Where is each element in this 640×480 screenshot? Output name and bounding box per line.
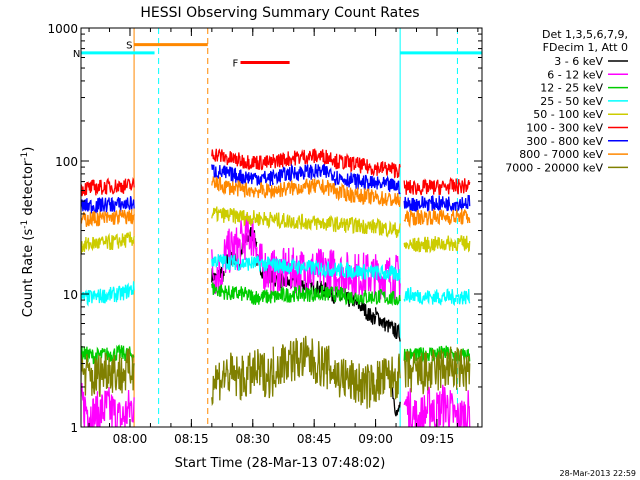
series-3-segment-0: [81, 281, 135, 307]
y-tick-label-2: 100: [55, 155, 78, 169]
annotation-label-F: F: [232, 59, 238, 70]
series-4-segment-0: [81, 231, 135, 254]
annotation-label-S: S: [126, 41, 132, 52]
chart-title: HESSI Observing Summary Count Rates: [140, 5, 419, 21]
x-tick-label-5: 09:15: [420, 432, 455, 446]
series-8-segment-4: [403, 346, 471, 395]
legend-header-1: FDecim 1, Att 0: [543, 41, 628, 54]
y-axis-label: Count Rate (s-1 detector-1): [20, 147, 36, 318]
legend-label-4: 50 - 100 keV: [533, 108, 603, 121]
series-6-segment-2: [272, 163, 336, 185]
timestamp: 28-Mar-2013 22:59: [560, 469, 637, 478]
series-5-segment-0: [81, 177, 135, 197]
series-6-segment-4: [403, 194, 471, 213]
series-7-segment-2: [272, 178, 336, 198]
plot-area: S N F: [73, 28, 482, 427]
series-0-segment-7: [354, 298, 377, 325]
series-6-segment-1: [211, 164, 274, 186]
x-tick-label-1: 08:15: [174, 432, 209, 446]
series-0-segment-9: [391, 387, 401, 417]
series-3-segment-1: [211, 254, 274, 272]
series-5-segment-1: [211, 148, 274, 171]
annotation-label-N: N: [73, 49, 80, 60]
series-7-segment-0: [81, 209, 135, 227]
legend-label-8: 7000 - 20000 keV: [505, 161, 603, 174]
series-2-segment-1: [211, 282, 254, 304]
series-5-segment-2: [272, 148, 336, 169]
series-6-segment-0: [81, 196, 135, 214]
y-tick-label-0: 1: [70, 421, 78, 435]
legend-label-3: 25 - 50 keV: [540, 95, 603, 108]
series-8-segment-3: [333, 353, 401, 409]
plot-frame: [80, 27, 483, 428]
series-4-segment-2: [272, 212, 401, 239]
series-5-segment-4: [403, 176, 471, 196]
series-2-segment-0: [81, 344, 135, 365]
x-tick-label-4: 09:00: [358, 432, 393, 446]
series-1-segment-8: [432, 384, 471, 427]
series-1-segment-3: [239, 214, 258, 261]
series-3-segment-3: [403, 287, 471, 307]
legend-header-0: Det 1,3,5,6,7,9,: [542, 28, 628, 41]
series-8-segment-0: [81, 348, 135, 397]
series-1-segment-0: [81, 381, 135, 427]
series-4-segment-1: [211, 206, 274, 229]
series-7-segment-3: [333, 182, 401, 207]
series-1-segment-7: [403, 386, 434, 427]
legend-label-0: 3 - 6 keV: [554, 55, 603, 68]
x-tick-label-3: 08:45: [297, 432, 332, 446]
series-1-segment-4: [256, 243, 274, 295]
legend-label-6: 300 - 800 keV: [526, 135, 603, 148]
x-tick-label-0: 08:00: [113, 432, 148, 446]
series-7-segment-1: [211, 176, 274, 199]
legend-label-2: 12 - 25 keV: [540, 82, 603, 95]
y-axis: 1 10 100 1000: [47, 22, 482, 435]
series-2-segment-2: [252, 285, 336, 305]
x-axis: 08:00 08:15 08:30 08:45 09:00 09:15: [88, 28, 479, 446]
x-axis-label: Start Time (28-Mar-13 07:48:02): [175, 456, 386, 471]
y-tick-label-1: 10: [63, 288, 78, 302]
series-1-segment-1: [211, 249, 225, 295]
series-3-segment-2: [272, 257, 401, 281]
legend-label-5: 100 - 300 keV: [526, 122, 603, 135]
series-8-segment-2: [272, 335, 336, 390]
series-5-segment-3: [333, 152, 401, 179]
series-2-segment-3: [334, 285, 401, 307]
x-tick-label-2: 08:30: [235, 432, 270, 446]
series-6-segment-3: [333, 170, 401, 195]
series-4-segment-3: [403, 235, 471, 254]
series-1-segment-2: [223, 227, 242, 274]
series-8-segment-1: [211, 349, 274, 407]
series-7-segment-4: [403, 209, 471, 229]
legend-label-7: 800 - 7000 keV: [519, 148, 603, 161]
series-0-segment-8: [374, 307, 401, 342]
legend: Det 1,3,5,6,7,9,FDecim 1, Att 03 - 6 keV…: [505, 28, 628, 174]
legend-label-1: 6 - 12 keV: [547, 68, 603, 81]
y-tick-label-3: 1000: [47, 22, 78, 36]
